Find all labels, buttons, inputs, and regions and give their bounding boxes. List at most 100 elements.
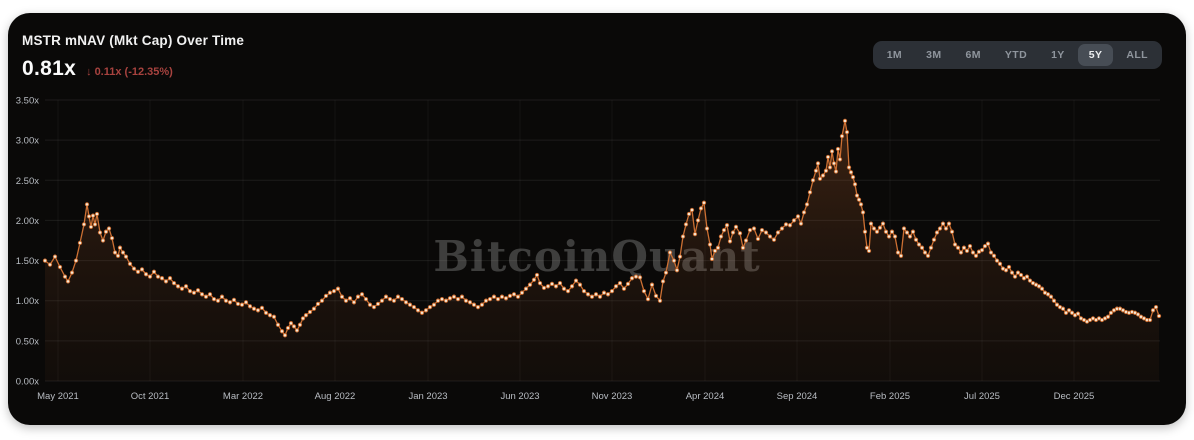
data-point-marker <box>718 234 724 239</box>
data-point-marker <box>359 292 365 297</box>
data-point-marker <box>300 316 306 321</box>
data-point-marker <box>135 269 141 274</box>
data-point-marker <box>910 229 916 234</box>
data-point-marker <box>155 274 161 279</box>
data-point-marker <box>131 266 137 271</box>
data-point-marker <box>267 313 273 318</box>
data-point-marker <box>1063 310 1069 315</box>
range-button-3m[interactable]: 3M <box>915 44 952 66</box>
data-point-marker <box>139 267 145 272</box>
data-point-marker <box>109 235 115 241</box>
range-button-ytd[interactable]: YTD <box>994 44 1038 66</box>
data-point-marker <box>179 286 185 291</box>
data-point-marker <box>545 284 551 289</box>
data-point-marker <box>733 224 739 230</box>
data-point-marker <box>934 230 940 235</box>
data-point-marker <box>852 182 858 187</box>
data-point-marker <box>383 294 389 299</box>
data-point-marker <box>820 173 826 178</box>
y-axis-tick-label: 0.00x <box>16 377 39 388</box>
data-point-marker <box>787 223 793 228</box>
data-point-marker <box>531 277 537 282</box>
data-point-marker <box>928 245 934 250</box>
data-point-marker <box>549 281 555 287</box>
data-point-marker <box>183 284 189 289</box>
data-point-marker <box>483 298 489 303</box>
data-point-marker <box>829 149 835 154</box>
data-point-marker <box>275 322 281 327</box>
data-point-marker <box>553 284 559 289</box>
data-point-marker <box>663 270 669 275</box>
data-point-marker <box>677 254 683 259</box>
data-point-marker <box>798 221 804 226</box>
data-point-marker <box>860 210 866 215</box>
data-point-marker <box>674 268 680 273</box>
data-point-marker <box>730 230 736 235</box>
data-point-marker <box>967 243 973 249</box>
range-button-1y[interactable]: 1Y <box>1040 44 1076 66</box>
data-point-marker <box>653 293 659 299</box>
data-point-marker <box>889 229 895 234</box>
data-point-marker <box>294 328 300 333</box>
data-point-marker <box>511 292 517 297</box>
data-point-marker <box>97 230 103 235</box>
data-point-marker <box>215 298 221 303</box>
data-point-marker <box>90 213 96 218</box>
data-point-marker <box>955 245 961 250</box>
data-point-marker <box>479 302 485 307</box>
data-point-marker <box>307 309 313 315</box>
data-point-marker <box>645 296 651 302</box>
data-point-marker <box>467 300 473 305</box>
range-button-1m[interactable]: 1M <box>876 44 913 66</box>
data-point-marker <box>187 288 193 294</box>
data-point-marker <box>285 325 291 331</box>
data-point-marker <box>737 231 743 236</box>
data-point-marker <box>65 279 71 284</box>
range-button-5y[interactable]: 5Y <box>1077 44 1114 66</box>
data-point-marker <box>227 300 233 305</box>
data-point-marker <box>351 300 357 305</box>
data-point-marker <box>1108 310 1114 315</box>
data-point-marker <box>846 165 852 170</box>
data-point-marker <box>163 279 169 284</box>
data-point-marker <box>767 234 773 239</box>
data-point-marker <box>633 274 639 279</box>
data-point-marker <box>686 211 692 217</box>
data-point-marker <box>431 302 437 307</box>
data-point-marker <box>57 264 63 270</box>
range-button-6m[interactable]: 6M <box>954 44 991 66</box>
data-point-marker <box>743 238 749 243</box>
data-point-marker <box>839 133 845 139</box>
data-point-marker <box>239 302 245 307</box>
x-axis-tick-label: Nov 2023 <box>592 391 633 402</box>
data-point-marker <box>106 226 112 231</box>
data-point-marker <box>251 306 257 311</box>
data-point-marker <box>491 294 497 299</box>
data-point-marker <box>801 210 807 215</box>
data-point-marker <box>355 294 361 299</box>
data-point-marker <box>171 280 177 286</box>
data-point-marker <box>255 308 261 313</box>
data-point-marker <box>503 296 509 301</box>
data-point-marker <box>649 282 655 287</box>
current-mnav-value: 0.81x <box>22 57 77 80</box>
chart-title: MSTR mNAV (Mkt Cap) Over Time <box>22 33 245 48</box>
data-point-marker <box>84 202 90 207</box>
data-point-marker <box>62 274 68 279</box>
data-point-marker <box>835 146 841 152</box>
data-point-marker <box>964 248 970 254</box>
data-point-marker <box>371 304 377 310</box>
x-axis-tick-label: Sep 2024 <box>777 391 818 402</box>
data-point-marker <box>807 190 813 195</box>
data-point-marker <box>86 214 92 219</box>
data-point-marker <box>844 129 850 135</box>
data-point-marker <box>94 211 100 217</box>
data-point-marker <box>271 314 277 319</box>
data-point-marker <box>958 250 964 255</box>
data-point-marker <box>127 261 133 266</box>
x-axis-tick-label: Dec 2025 <box>1054 391 1095 402</box>
data-point-marker <box>143 272 149 277</box>
range-button-all[interactable]: ALL <box>1115 44 1159 66</box>
data-point-marker <box>988 250 994 255</box>
data-point-marker <box>724 223 730 228</box>
